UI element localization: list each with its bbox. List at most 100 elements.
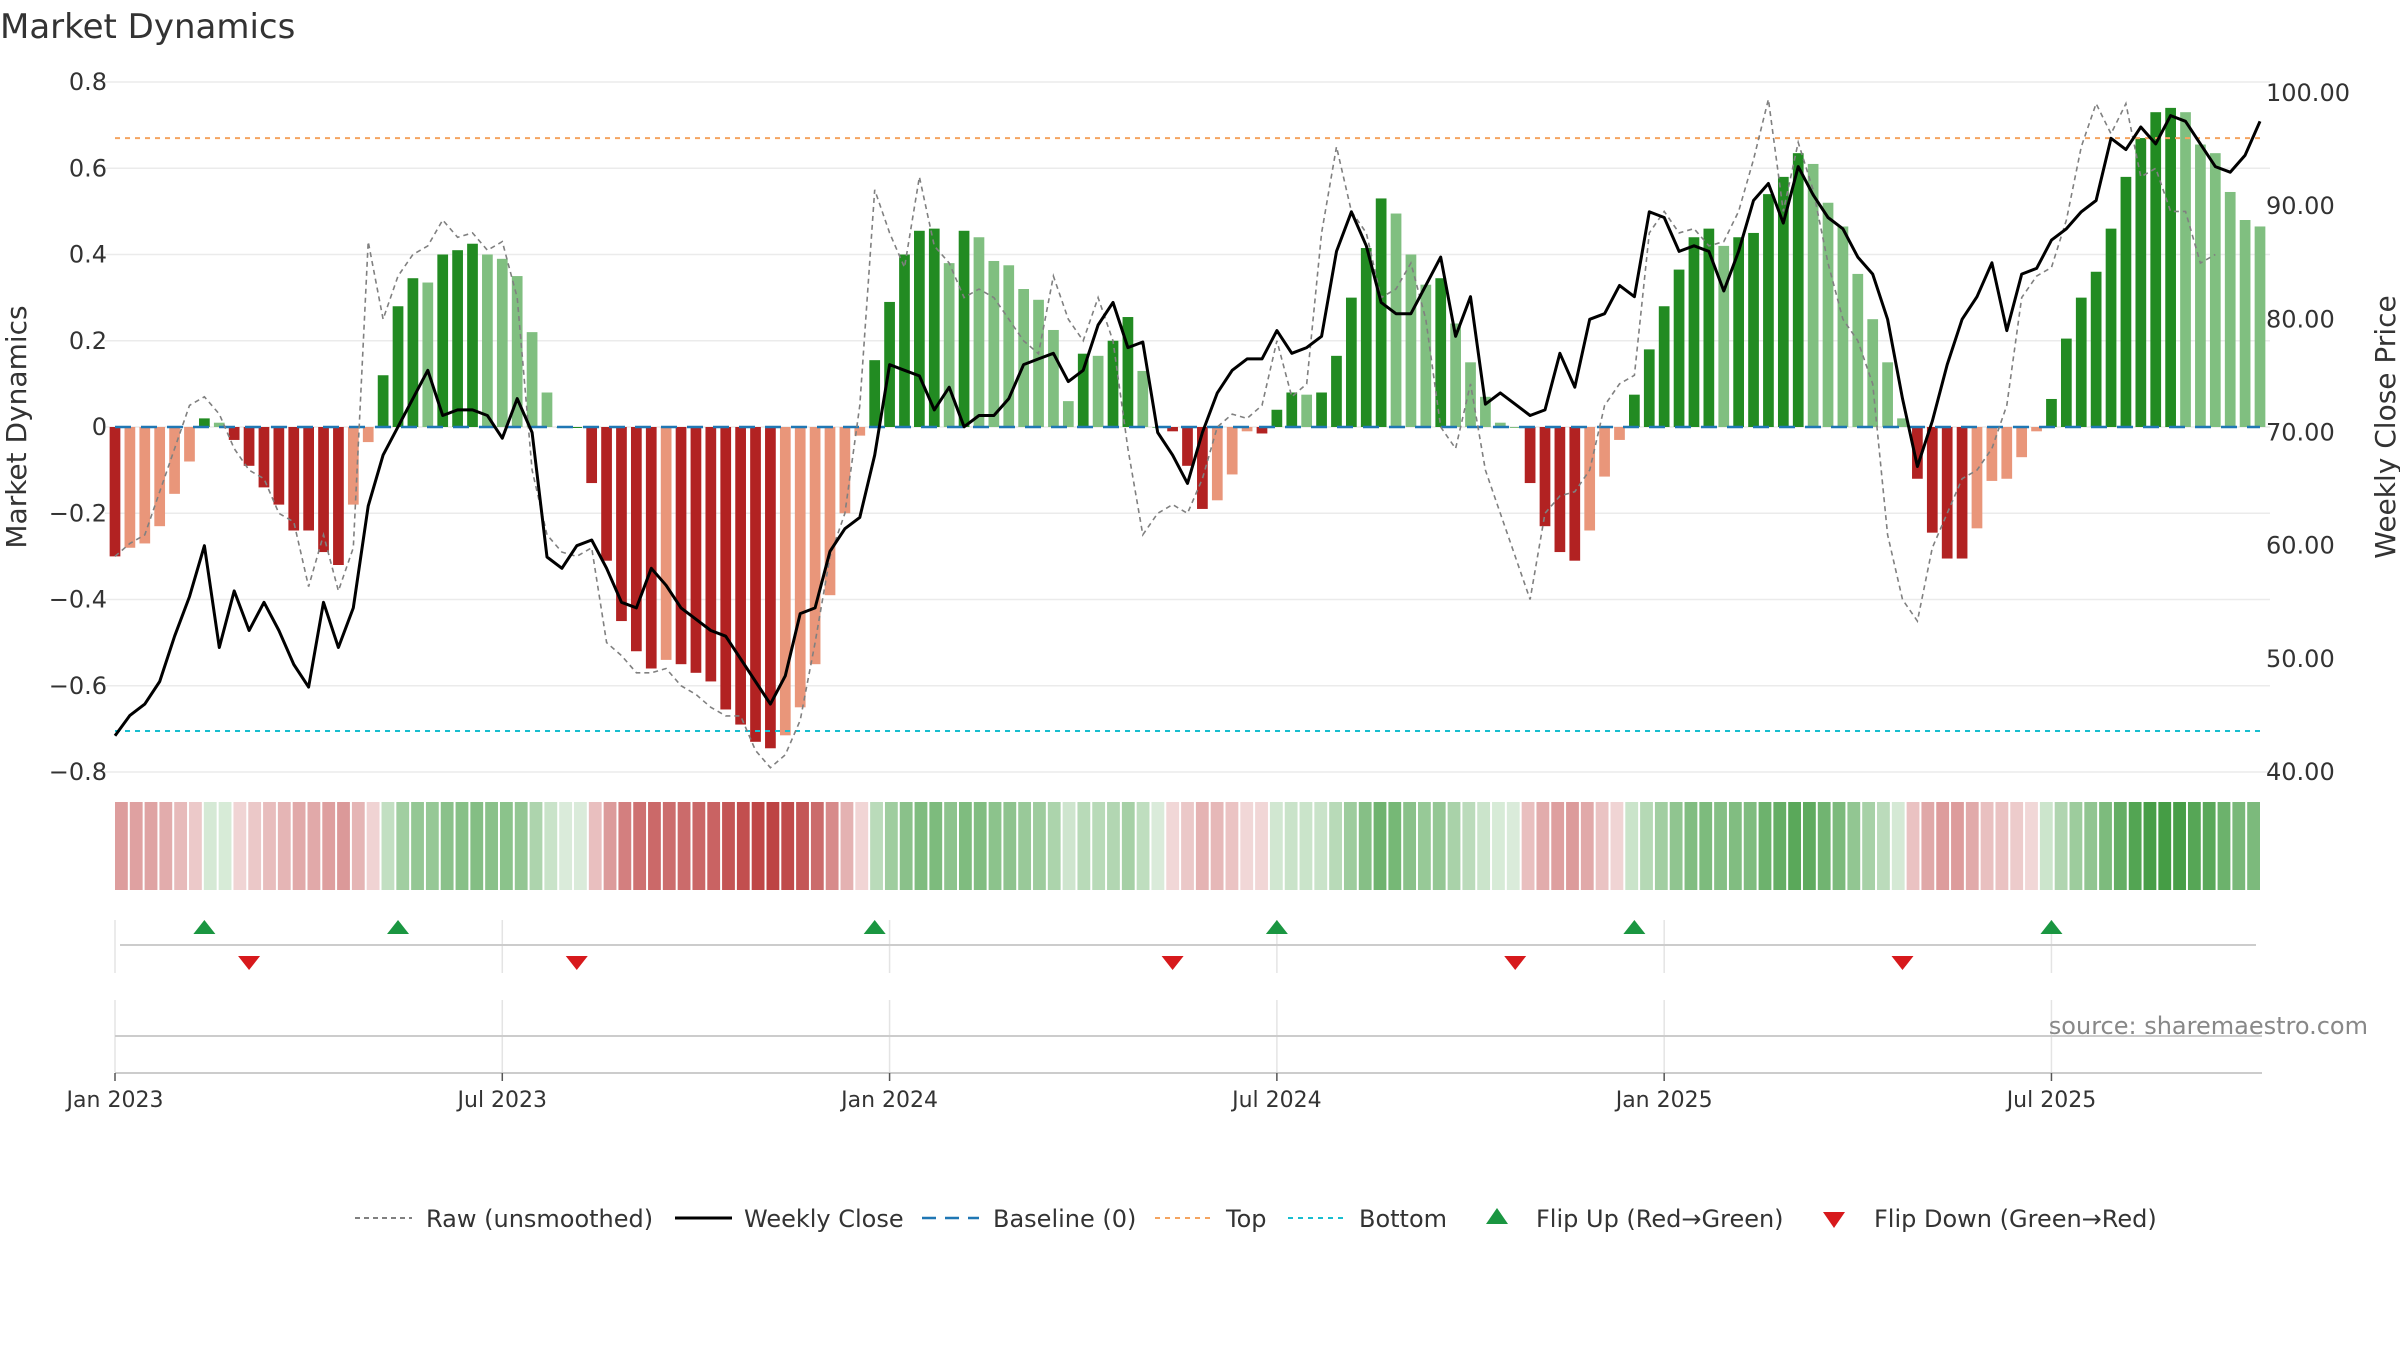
heat-cell (1121, 802, 1135, 890)
dynamics-bar (2031, 427, 2042, 432)
dynamics-bar (1912, 427, 1923, 479)
dynamics-bar (973, 237, 985, 427)
dynamics-bar (1331, 355, 1342, 427)
heat-cell (1195, 802, 1209, 890)
heat-cell (1477, 802, 1491, 890)
dynamics-bar (928, 228, 940, 428)
dynamics-bar (228, 427, 240, 440)
dynamics-bar (630, 427, 642, 652)
legend-close-label: Weekly Close (744, 1205, 904, 1233)
dynamics-bar (1062, 401, 1074, 428)
y-tick-label: 0.4 (69, 241, 107, 269)
dynamics-bar (899, 254, 910, 427)
heat-cell (1877, 802, 1890, 890)
dynamics-bar (779, 427, 791, 736)
dynamics-bar (437, 254, 449, 427)
heat-cell (2217, 802, 2231, 890)
dynamics-bar (705, 427, 717, 682)
heat-cell (1225, 802, 1239, 890)
heat-cell (1373, 802, 1387, 890)
dynamics-bar (675, 427, 687, 665)
heat-cell (1166, 802, 1180, 890)
heat-cell (351, 802, 365, 890)
flip-down-marker (238, 956, 261, 970)
heat-cell (1980, 802, 1994, 890)
dynamics-bar (199, 418, 210, 428)
heat-cell (677, 802, 691, 890)
dynamics-bar (1375, 198, 1387, 427)
heat-cell (1047, 802, 1061, 890)
heat-cell (2084, 802, 2098, 890)
heat-cell (914, 802, 928, 890)
heat-cell (707, 802, 721, 890)
heat-cell (2069, 802, 2083, 890)
legend-baseline-label: Baseline (0) (993, 1205, 1136, 1233)
flip-up-marker (863, 920, 886, 934)
y-tick-label: 0 (92, 413, 107, 441)
heat-cell (129, 802, 143, 890)
heat-cell (1299, 802, 1313, 890)
dynamics-bar (2224, 191, 2236, 427)
dynamics-bar (586, 427, 598, 484)
flip-markers (193, 920, 2063, 970)
y-tick-label: 0.6 (69, 154, 107, 182)
heat-cell (1358, 802, 1372, 890)
heat-cell (1092, 802, 1106, 890)
x-tick-label: Jan 2024 (839, 1088, 938, 1113)
heat-cell (529, 802, 543, 890)
axes-layer: 0.8 0.6 0.4 0.2 0 −0.2 −0.4 −0.6 −0.8 100.00 90.00… (0, 68, 2400, 1113)
heat-cell (1921, 802, 1935, 890)
dynamics-bar (1077, 353, 1089, 427)
dynamics-bar (109, 427, 121, 557)
heat-cell (1832, 802, 1846, 890)
heat-cell (248, 802, 262, 890)
dynamics-bar (288, 427, 300, 531)
heat-cell (662, 802, 676, 890)
dynamics-bar (1658, 306, 1670, 427)
heat-cell (174, 802, 188, 890)
heat-cell (1151, 802, 1165, 890)
heat-cell (1580, 802, 1594, 890)
heat-cell (2025, 802, 2038, 890)
x-tick-label: Jul 2023 (456, 1088, 548, 1113)
heat-cell (1506, 802, 1520, 890)
heat-cell (381, 802, 395, 890)
heat-cell (1788, 802, 1801, 890)
dynamics-bar (2180, 112, 2191, 427)
dynamics-bar (750, 427, 761, 742)
dynamics-bar (2150, 112, 2162, 427)
heat-cell (2039, 802, 2053, 890)
dynamics-bar (541, 392, 553, 427)
heat-cell (1758, 802, 1772, 890)
heat-cell (144, 802, 158, 890)
heat-cell (307, 802, 321, 890)
y-tick-label: 0.8 (69, 68, 107, 96)
dynamics-bar (1822, 202, 1834, 427)
dynamics-bar (1390, 213, 1402, 427)
dynamics-bar (1018, 289, 1029, 427)
dynamics-bar (362, 427, 374, 443)
dynamics-bar (1360, 248, 1372, 427)
heat-cell (1329, 802, 1342, 890)
heat-cell (1817, 802, 1831, 890)
dynamics-bar (1897, 418, 1908, 428)
dynamics-bar (1211, 427, 1223, 501)
dynamics-bar (1494, 422, 1506, 427)
heat-cell (988, 802, 1002, 890)
dynamics-bar (2254, 226, 2266, 427)
y2-tick-label: 90.00 (2266, 192, 2335, 220)
dynamics-bar (2165, 107, 2176, 428)
heat-cell (1847, 802, 1861, 890)
dynamics-bar (1718, 245, 1730, 428)
dynamics-bar (1420, 284, 1432, 427)
dynamics-bar (154, 427, 166, 527)
heat-cell (1906, 802, 1920, 890)
heat-cell (470, 802, 484, 890)
heat-cell (1536, 802, 1550, 890)
dynamics-bar (1971, 427, 1983, 529)
heat-cell (322, 802, 336, 890)
flip-up-marker (193, 920, 216, 934)
dynamics-bar (869, 360, 881, 427)
heat-cell (1136, 802, 1150, 890)
